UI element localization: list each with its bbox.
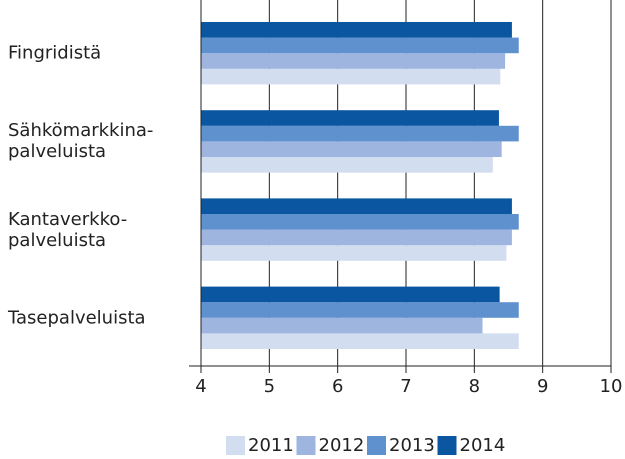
bar [201, 37, 519, 54]
bar [201, 302, 519, 318]
bar [201, 286, 500, 303]
x-tick-label: 6 [332, 376, 343, 397]
category-label: Tasepalveluista [8, 307, 146, 329]
category-label: Sähkömarkkina- palveluista [8, 120, 154, 163]
legend-swatch [296, 436, 316, 455]
bar [201, 157, 493, 173]
bar [201, 22, 512, 38]
legend-swatch [437, 436, 457, 455]
bar [201, 333, 519, 349]
legend-label: 2014 [460, 435, 506, 456]
bar [201, 110, 499, 126]
bar [201, 245, 507, 261]
bar [201, 68, 501, 85]
legend-swatch [226, 436, 245, 455]
x-tick-label: 7 [400, 376, 411, 397]
bar [201, 317, 483, 334]
bar [201, 198, 512, 214]
x-tick-label: 9 [537, 376, 548, 397]
legend-label: 2013 [389, 435, 435, 456]
bar [201, 125, 519, 142]
legend-label: 2011 [248, 435, 294, 456]
bar [201, 229, 512, 246]
bar [201, 141, 502, 157]
category-label: Fingridistä [8, 42, 102, 64]
x-tick-label: 5 [264, 376, 275, 397]
x-tick-label: 4 [195, 376, 206, 397]
bar [201, 53, 506, 69]
x-tick-label: 8 [469, 376, 480, 397]
legend-swatch [367, 436, 386, 455]
legend-label: 2012 [319, 435, 365, 456]
x-tick-label: 10 [600, 376, 623, 397]
category-label: Kantaverkko- palveluista [8, 208, 128, 251]
bar [201, 214, 519, 230]
